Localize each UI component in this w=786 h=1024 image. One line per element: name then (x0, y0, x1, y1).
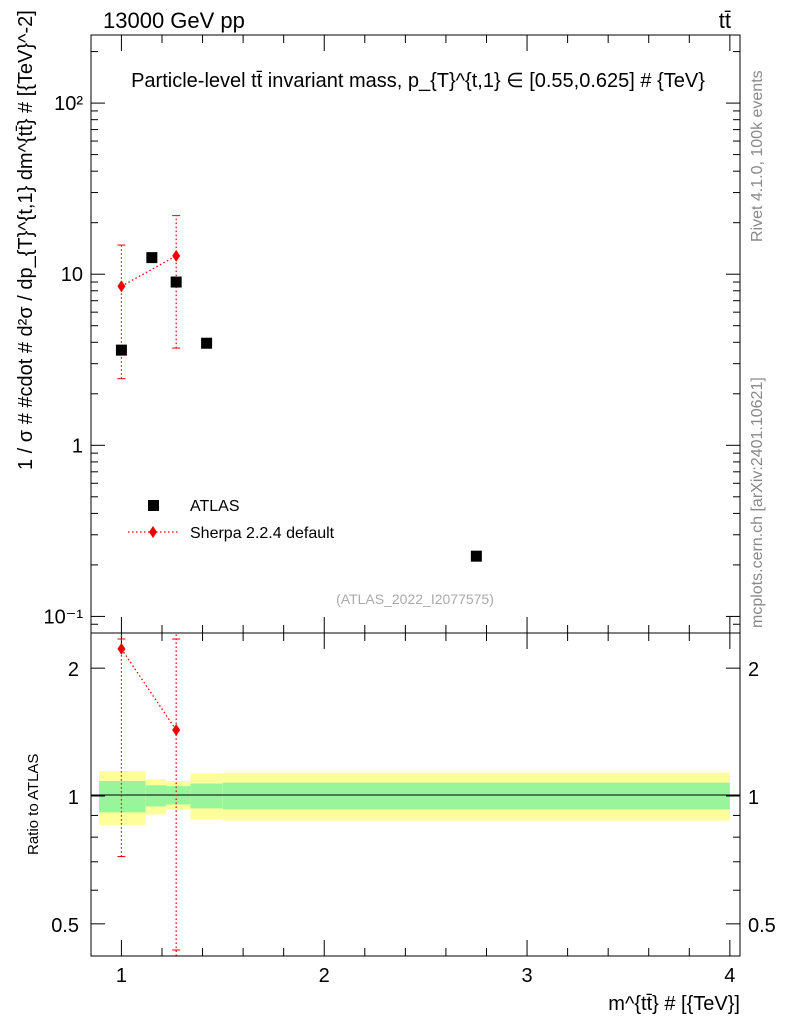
ratio-y-tick-label: 1 (68, 787, 79, 809)
ratio-x-tick-label: 2 (319, 965, 330, 987)
main-series-group (115, 215, 482, 562)
main-y-axis-label: 1 / σ # #cdot # d²σ / dp_{T}^{t,1} dm^{t… (15, 10, 37, 470)
ratio-stat-band (190, 783, 223, 809)
ratio-stat-band (222, 782, 730, 810)
main-y-tick-label: 1 (72, 435, 83, 457)
legend-atlas-label: ATLAS (190, 498, 240, 515)
main-y-tick-label: 10⁻¹ (44, 606, 84, 628)
ratio-x-tick-label: 4 (724, 965, 735, 987)
legend: ATLAS Sherpa 2.2.4 default (128, 498, 335, 542)
main-y-tick-label: 10 (61, 264, 83, 286)
atlas-data-point (470, 550, 482, 562)
ratio-y-tick-label: 2 (68, 659, 79, 681)
ratio-axis-ticks: 0.5 0.5 1 1 2 2 1 2 3 4 (51, 633, 776, 987)
ratio-stat-band (99, 780, 146, 813)
legend-atlas-marker (148, 500, 159, 511)
atlas-data-point (146, 252, 158, 264)
process-label: tt̄ (719, 8, 731, 33)
ratio-y-tick-label-right: 0.5 (748, 915, 776, 937)
atlas-data-point (115, 344, 127, 356)
x-axis-label: m^{tt̄} # [{TeV}] (608, 993, 740, 1015)
main-frame (90, 34, 741, 634)
main-panel: 10⁻¹ 1 10 10² Particle-level tt̄ invariant … (15, 10, 741, 634)
main-y-tick-label: 10² (54, 93, 83, 115)
ratio-frame (90, 632, 741, 957)
ratio-sherpa-point (117, 642, 126, 655)
rivet-label: Rivet 4.1.0, 100k events (749, 70, 766, 242)
ratio-stat-band (145, 785, 167, 807)
ratio-y-tick-label-right: 2 (748, 659, 759, 681)
legend-sherpa-label: Sherpa 2.2.4 default (190, 525, 335, 542)
ratio-y-tick-label: 0.5 (51, 915, 79, 937)
energy-label: 13000 GeV pp (103, 8, 245, 33)
ratio-uncertainty-bands (99, 771, 730, 825)
mcplots-label: mcplots.cern.ch [arXiv:2401.10621] (749, 377, 766, 628)
ratio-panel: 0.5 0.5 1 1 2 2 1 2 3 4 Ratio to ATLAS m^{tt̄} # … (25, 632, 776, 1015)
sherpa-data-point (117, 280, 126, 293)
ratio-x-tick-label: 3 (521, 965, 532, 987)
ratio-sherpa-line (120, 648, 177, 731)
sherpa-line (121, 255, 177, 287)
atlas-data-point (170, 276, 182, 288)
ratio-series-group (117, 633, 181, 956)
main-title: Particle-level tt̄ invariant mass, p_{T}… (131, 70, 705, 92)
analysis-watermark: (ATLAS_2022_I2077575) (336, 591, 494, 607)
legend-sherpa-marker (149, 526, 157, 538)
ratio-x-tick-label: 1 (116, 965, 127, 987)
ratio-y-axis-label: Ratio to ATLAS (25, 754, 42, 855)
main-axis-ticks: 10⁻¹ 1 10 10² (44, 35, 740, 634)
ratio-sherpa-point (172, 724, 181, 737)
sherpa-data-point (172, 249, 181, 262)
ratio-y-tick-label-right: 1 (748, 787, 759, 809)
atlas-data-point (201, 337, 213, 349)
